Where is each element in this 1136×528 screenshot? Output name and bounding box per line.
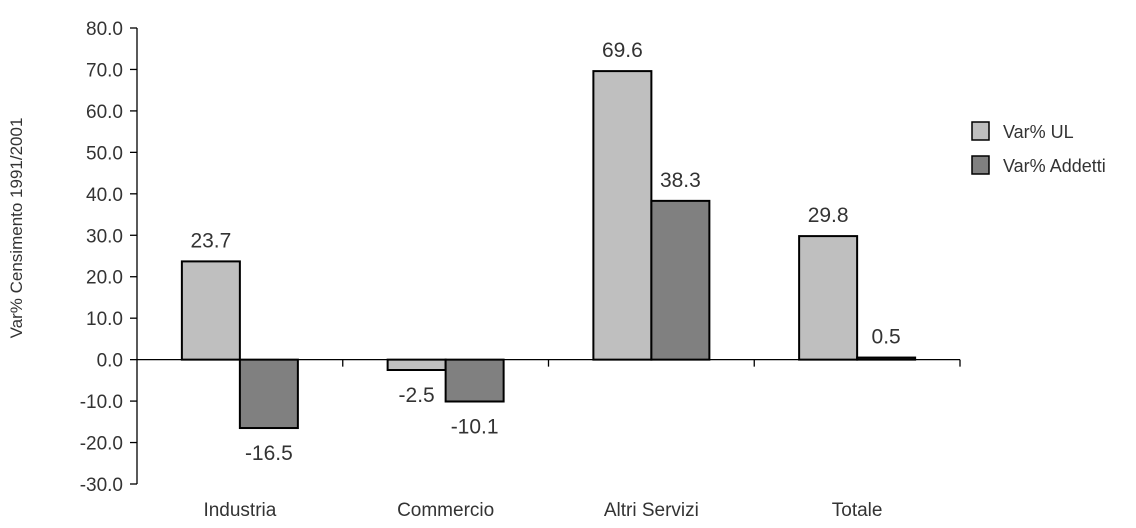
axes: 80.0 70.0 60.0 50.0 40.0 30.0 20.0 10.0 0.0 -10.0… [80,19,961,521]
y-tick-label: 40.0 [86,185,123,206]
bar-addetti [238,358,299,430]
x-category-label: Industria [203,500,276,521]
bar-ul [798,235,859,361]
y-tick-label: 70.0 [86,60,123,81]
legend: Var% UL Var% Addetti [971,121,1106,176]
bar-value-label: 29.8 [808,204,849,227]
x-category-label: Totale [832,500,883,521]
bar-value-label: -16.5 [245,442,293,465]
y-tick-label: -10.0 [80,392,123,413]
bar-value-label: -2.5 [399,384,435,407]
y-tick-label: 80.0 [86,19,123,40]
y-tick-label: 30.0 [86,226,123,247]
y-tick-label: 10.0 [86,309,123,330]
bar-ul [180,260,241,361]
legend-swatch-ul [971,121,990,141]
bar-ul [592,70,653,361]
bar-value-label: 69.6 [602,39,643,62]
y-axis-title: Var% Censimento 1991/2001 [7,118,26,339]
bars [180,70,917,430]
legend-label-ul: Var% UL [1003,122,1074,142]
bar-value-label: -10.1 [451,416,499,439]
y-tick-label: -30.0 [80,475,123,496]
x-category-label: Altri Servizi [604,500,699,521]
y-tick-label: 60.0 [86,102,123,123]
data-labels: 23.7 -2.5 69.6 29.8 -16.5 -10.1 38.3 0.5 [190,39,900,465]
bar-value-label: 38.3 [660,169,701,192]
y-tick-label: 20.0 [86,268,123,289]
bar-addetti [444,358,505,403]
legend-label-addetti: Var% Addetti [1003,156,1106,176]
y-tick-label: 0.0 [97,351,123,372]
bar-addetti [856,356,917,361]
legend-swatch-addetti [971,155,990,175]
x-category-label: Commercio [397,500,494,521]
bar-ul [386,358,447,371]
bar-addetti [650,199,711,361]
bar-value-label: 0.5 [872,326,901,349]
y-tick-label: -20.0 [80,434,123,455]
bar-value-label: 23.7 [190,229,231,252]
y-tick-label: 50.0 [86,143,123,164]
